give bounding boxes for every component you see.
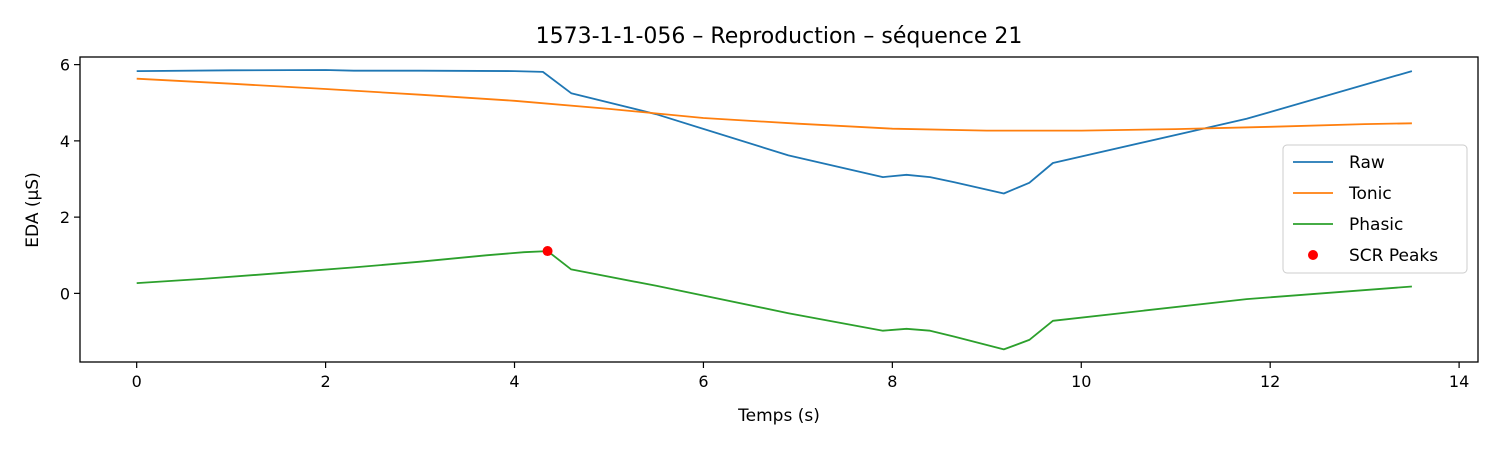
raw-series-line [136, 69, 1413, 195]
tonic-series-line [136, 77, 1412, 132]
chart-title: 1573-1-1-056 – Reproduction – séquence 2… [536, 24, 1023, 49]
phasic-series-line [136, 250, 1412, 351]
x-tick-label: 6 [698, 372, 708, 391]
legend-label-raw: Raw [1349, 153, 1385, 173]
legend-swatch-scr-peaks [1308, 250, 1318, 260]
x-tick-label: 0 [132, 372, 142, 391]
y-tick-label: 2 [60, 208, 70, 227]
legend-box [1282, 144, 1468, 274]
y-tick-label: 6 [60, 56, 70, 75]
legend: Raw Tonic Phasic SCR Peaks [1282, 144, 1468, 274]
plot-frame [79, 56, 1479, 363]
legend-label-tonic: Tonic [1348, 184, 1392, 204]
axes: 0 2 4 6 8 10 12 14 0 2 4 6 [60, 56, 1479, 391]
scr-peaks-marker [542, 246, 553, 257]
y-tick-label: 0 [60, 284, 70, 303]
x-tick-label: 8 [887, 372, 897, 391]
legend-label-phasic: Phasic [1349, 215, 1403, 235]
x-axis-label: Temps (s) [737, 406, 820, 426]
legend-label-scr-peaks: SCR Peaks [1349, 246, 1438, 266]
x-tick-label: 14 [1449, 372, 1469, 391]
x-tick-label: 2 [321, 372, 331, 391]
y-tick-label: 4 [60, 132, 70, 151]
x-tick-label: 4 [509, 372, 519, 391]
plot-area [136, 69, 1413, 351]
y-axis-label: EDA (µS) [23, 172, 43, 247]
x-tick-label: 12 [1260, 372, 1280, 391]
x-tick-label: 10 [1071, 372, 1091, 391]
